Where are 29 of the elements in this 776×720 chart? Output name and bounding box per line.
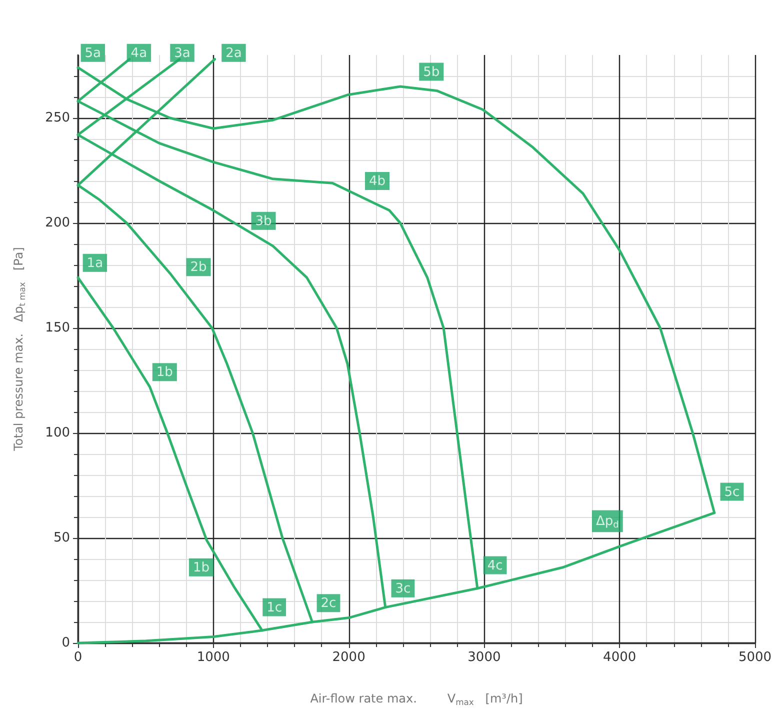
y-tick-label: 250 xyxy=(45,110,70,126)
x-tick-label: 0 xyxy=(74,650,82,665)
y-tick-label: 0 xyxy=(62,636,70,650)
y-tick-label: 150 xyxy=(45,320,70,336)
x-tick-label: 1000 xyxy=(196,650,230,665)
annotation: 3c xyxy=(395,581,411,596)
annotation: 5a xyxy=(84,46,102,61)
annotation: 5b xyxy=(423,64,440,80)
y-tick-label: 200 xyxy=(45,216,70,230)
annotation: 1b xyxy=(156,365,173,380)
x-tick-label: 3000 xyxy=(468,650,501,665)
y-tick-label: 100 xyxy=(45,426,70,440)
annotation: 4c xyxy=(487,558,503,574)
annotation: 3a xyxy=(174,46,190,61)
x-tick-label: 5000 xyxy=(738,650,772,665)
y-tick-label: 50 xyxy=(53,530,70,546)
annotation: 1c xyxy=(266,600,282,616)
annotation: 1b xyxy=(192,560,210,576)
annotation: 4a xyxy=(130,46,148,61)
annotation: 4b xyxy=(368,174,386,189)
x-tick-label: 4000 xyxy=(603,650,636,665)
annotation: 2b xyxy=(190,260,207,276)
text: Total pressure max. Δpt max [Pa] xyxy=(11,247,27,451)
annotation: 3b xyxy=(255,214,272,229)
annotation: 1a xyxy=(86,256,104,271)
annotation: 5c xyxy=(724,484,740,500)
x-tick-label: 2000 xyxy=(332,650,366,665)
annotation: 2c xyxy=(320,596,336,612)
annotation: 2a xyxy=(226,46,242,61)
